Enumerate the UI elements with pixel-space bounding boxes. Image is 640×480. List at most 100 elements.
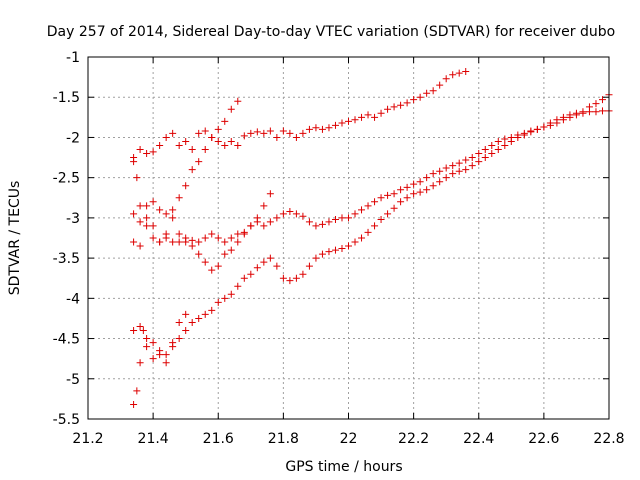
data-point	[260, 129, 268, 137]
data-point	[286, 129, 294, 137]
data-point	[442, 164, 450, 172]
y-axis-label: SDTVAR / TECUs	[7, 181, 23, 296]
data-point	[364, 228, 372, 236]
data-point	[136, 202, 144, 210]
data-point	[292, 210, 300, 218]
x-tick-label: 22	[340, 431, 358, 447]
data-point	[214, 234, 222, 242]
y-tick-label: -5	[66, 372, 80, 388]
data-point	[514, 133, 522, 141]
data-point	[318, 250, 326, 258]
x-axis-label: GPS time / hours	[285, 459, 402, 475]
data-point	[371, 113, 379, 121]
data-point	[149, 355, 157, 363]
data-point	[299, 270, 307, 278]
data-point	[410, 190, 418, 198]
data-point	[136, 322, 144, 330]
data-point	[390, 103, 398, 111]
data-point	[468, 162, 476, 170]
data-point	[488, 141, 496, 149]
data-point	[377, 215, 385, 223]
data-point	[240, 274, 248, 282]
data-point	[182, 310, 190, 318]
data-point	[195, 129, 203, 137]
data-point	[540, 123, 548, 131]
data-point	[162, 210, 170, 218]
data-point	[201, 310, 209, 318]
data-point	[133, 387, 141, 395]
data-point	[247, 270, 255, 278]
data-point	[247, 129, 255, 137]
data-point	[318, 125, 326, 133]
data-point	[195, 314, 203, 322]
x-tick-label: 21.2	[72, 431, 103, 447]
data-point	[403, 99, 411, 107]
data-point	[156, 206, 164, 214]
data-point	[345, 214, 352, 222]
data-point	[494, 137, 502, 145]
data-point	[501, 141, 509, 149]
data-point	[156, 141, 164, 149]
data-point	[442, 75, 450, 83]
data-point	[397, 101, 405, 109]
data-point	[214, 262, 222, 270]
data-point	[299, 212, 307, 220]
data-point	[266, 190, 274, 198]
data-point	[143, 343, 151, 351]
data-point	[384, 191, 392, 199]
data-point	[169, 339, 177, 347]
data-point	[442, 174, 450, 182]
data-point	[149, 339, 157, 347]
data-point	[403, 183, 411, 191]
data-point	[325, 218, 333, 226]
data-point	[156, 238, 164, 246]
data-point	[488, 150, 496, 158]
data-point	[305, 262, 313, 270]
data-point	[462, 166, 470, 174]
data-point	[436, 178, 444, 186]
data-point	[188, 166, 196, 174]
data-point	[266, 127, 274, 135]
data-point	[266, 254, 274, 262]
data-point	[318, 220, 326, 228]
data-point	[305, 218, 313, 226]
data-point	[136, 359, 144, 367]
series-track-2	[130, 97, 242, 246]
data-point	[585, 108, 593, 116]
data-point	[195, 238, 203, 246]
data-point	[182, 238, 190, 246]
data-point	[234, 282, 242, 290]
data-point	[214, 125, 222, 133]
data-point	[305, 125, 313, 133]
data-point	[462, 67, 470, 75]
data-point	[162, 133, 170, 141]
data-point	[416, 188, 424, 196]
data-point	[227, 234, 235, 242]
data-point	[331, 215, 339, 223]
data-point	[429, 170, 437, 178]
data-point	[312, 222, 320, 230]
data-point	[436, 81, 444, 89]
data-point	[462, 156, 470, 164]
data-point	[592, 108, 600, 116]
data-point	[481, 146, 489, 154]
data-point	[533, 125, 541, 133]
data-point	[423, 89, 431, 97]
data-point	[149, 148, 157, 156]
data-point	[410, 96, 418, 104]
data-point	[598, 107, 606, 115]
data-point	[143, 214, 151, 222]
data-point	[279, 274, 287, 282]
data-point	[312, 124, 320, 132]
data-point	[390, 190, 398, 198]
data-point	[520, 131, 528, 139]
data-point	[299, 129, 307, 137]
data-point	[201, 234, 209, 242]
data-point	[201, 146, 209, 154]
data-point	[188, 146, 196, 154]
data-point	[286, 277, 294, 285]
data-point	[325, 124, 333, 132]
data-point	[266, 218, 274, 226]
data-point	[201, 258, 209, 266]
